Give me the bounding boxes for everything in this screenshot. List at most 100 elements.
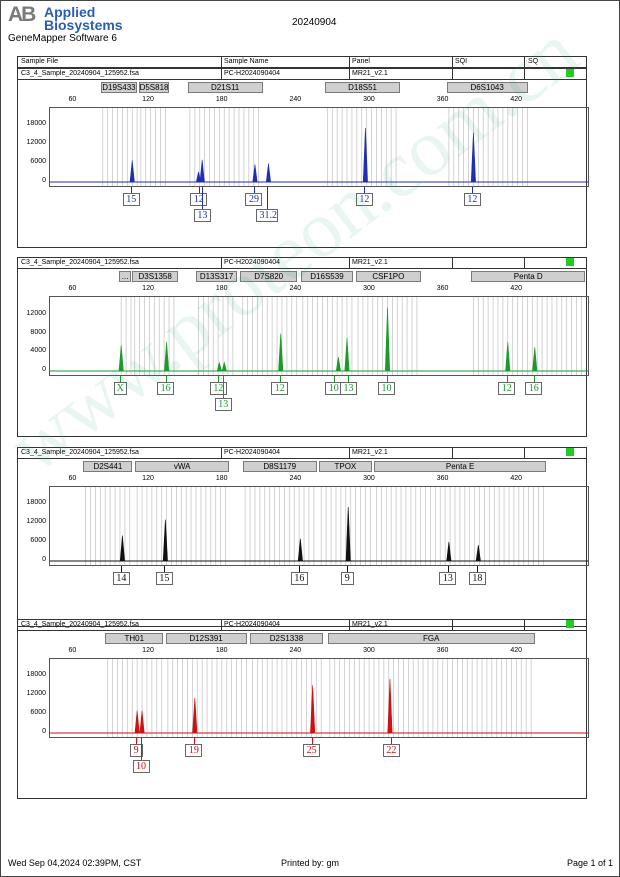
allele-call[interactable]: 12 (498, 382, 516, 395)
allele-connector (131, 187, 133, 193)
locus-label[interactable]: CSF1PO (355, 271, 421, 282)
x-tick-label: 420 (510, 96, 523, 103)
locus-label[interactable]: Penta E (374, 461, 547, 472)
allele-call[interactable]: 29 (245, 193, 263, 206)
allele-call[interactable]: 16 (157, 382, 175, 395)
y-tick-label: 0 (42, 556, 46, 563)
allele-call[interactable]: 13 (193, 209, 211, 222)
allele-call[interactable]: 16 (525, 382, 543, 395)
x-tick-label: 180 (215, 647, 228, 654)
allele-call[interactable]: 13 (439, 572, 457, 585)
peak (134, 710, 140, 734)
locus-label[interactable]: D2S1338 (250, 633, 323, 644)
locus-label[interactable]: FGA (327, 633, 535, 644)
x-tick-label: 180 (215, 285, 228, 292)
allele-call[interactable]: 9 (340, 572, 354, 585)
allele-call[interactable]: 22 (382, 744, 400, 757)
logo-line-1: Applied (44, 4, 96, 20)
allele-call[interactable]: 25 (303, 744, 321, 757)
x-tick-label: 240 (289, 285, 302, 292)
locus-label[interactable]: ... (118, 271, 132, 282)
allele-call[interactable]: 18 (468, 572, 486, 585)
allele-call[interactable]: 14 (112, 572, 130, 585)
electropherogram-panel: C3_4_Sample_20240904_125952.fsa PC-H20240… (17, 619, 589, 799)
peak (345, 506, 351, 562)
locus-label[interactable]: D5S818 (138, 82, 170, 93)
allele-call[interactable]: 15 (122, 193, 140, 206)
locus-label[interactable]: D13S317 (196, 271, 237, 282)
allele-call[interactable]: X (113, 382, 127, 395)
locus-label[interactable]: TPOX (319, 461, 372, 472)
allele-call[interactable]: 12 (190, 193, 208, 206)
column-sqi: SQI (455, 58, 468, 65)
locus-label[interactable]: D16S539 (300, 271, 354, 282)
logo-text: Applied Biosystems (44, 4, 123, 32)
allele-call[interactable]: 12 (463, 193, 481, 206)
locus-label[interactable]: D18S51 (325, 82, 400, 93)
plot-svg (50, 108, 588, 186)
allele-call[interactable]: 12 (271, 382, 289, 395)
locus-label[interactable]: D12S391 (165, 633, 247, 644)
allele-call[interactable]: 15 (155, 572, 173, 585)
allele-call[interactable]: 13 (339, 382, 357, 395)
x-tick-label: 120 (142, 475, 154, 482)
allele-call[interactable]: 10 (378, 382, 395, 395)
column-header-row: Sample File Sample Name Panel SQI SQ (17, 56, 587, 68)
footer-printed-by: Printed by: gm (281, 858, 340, 868)
peak (475, 545, 481, 562)
x-tick-label: 360 (436, 647, 449, 654)
locus-label[interactable]: D7S820 (240, 271, 297, 282)
allele-call[interactable]: 31.2 (256, 209, 279, 222)
x-tick-label: 240 (289, 475, 302, 482)
peak (199, 159, 205, 183)
locus-label[interactable]: TH01 (105, 633, 164, 644)
x-tick-label: 360 (436, 475, 449, 482)
plot-svg (50, 487, 588, 565)
locus-label[interactable]: Penta D (471, 271, 586, 282)
allele-call[interactable]: 13 (214, 398, 232, 411)
locus-label[interactable]: D19S433 (100, 82, 138, 93)
locus-label[interactable]: vWA (134, 461, 230, 472)
peak (335, 356, 341, 372)
locus-label[interactable]: D6S1043 (446, 82, 528, 93)
y-tick-label: 0 (42, 177, 46, 184)
y-tick-label: 12000 (26, 138, 46, 146)
allele-call[interactable]: 12 (355, 193, 373, 206)
y-tick-label: 12000 (26, 310, 46, 317)
allele-call[interactable]: 10 (132, 760, 150, 773)
y-tick-label: 12000 (26, 517, 46, 525)
peak (344, 337, 350, 372)
panel-name: MR21_v2.1 (352, 70, 388, 77)
electropherogram-plot (49, 658, 589, 738)
document-date: 20240904 (292, 17, 337, 28)
applied-biosystems-logo: AB Applied Biosystems (8, 4, 128, 34)
locus-label[interactable]: D21S11 (187, 82, 263, 93)
allele-call[interactable]: 12 (209, 382, 227, 395)
electropherogram-plot (49, 107, 589, 187)
peak (195, 171, 202, 183)
allele-call[interactable]: 9 (129, 744, 143, 757)
x-tick-label: 60 (68, 285, 77, 292)
locus-label[interactable]: D3S1358 (132, 271, 178, 282)
peak (192, 697, 198, 734)
allele-connector (136, 738, 138, 744)
allele-connector (506, 376, 508, 382)
x-tick-label: 300 (363, 475, 375, 482)
allele-connector (202, 187, 204, 209)
software-name: GeneMapper Software 6 (8, 33, 117, 44)
allele-call[interactable]: 16 (290, 572, 308, 585)
sample-file: C3_4_Sample_20240904_125952.fsa (21, 449, 139, 456)
electropherogram-panel: C3_4_Sample_20240904_125952.fsa PC-H20240… (17, 257, 589, 437)
allele-call[interactable]: 19 (185, 744, 203, 757)
x-tick-label: 360 (436, 285, 449, 292)
sample-name: PC-H2024090404 (224, 70, 281, 77)
x-tick-label: 120 (142, 285, 154, 292)
allele-connector (165, 376, 167, 382)
locus-label[interactable]: D2S441 (83, 461, 133, 472)
plot-svg (50, 297, 588, 375)
x-tick-label: 360 (436, 96, 449, 103)
allele-connector (364, 187, 366, 193)
allele-connector (333, 376, 335, 382)
ab-logo-icon: AB (8, 3, 36, 26)
locus-label[interactable]: D8S1179 (242, 461, 317, 472)
